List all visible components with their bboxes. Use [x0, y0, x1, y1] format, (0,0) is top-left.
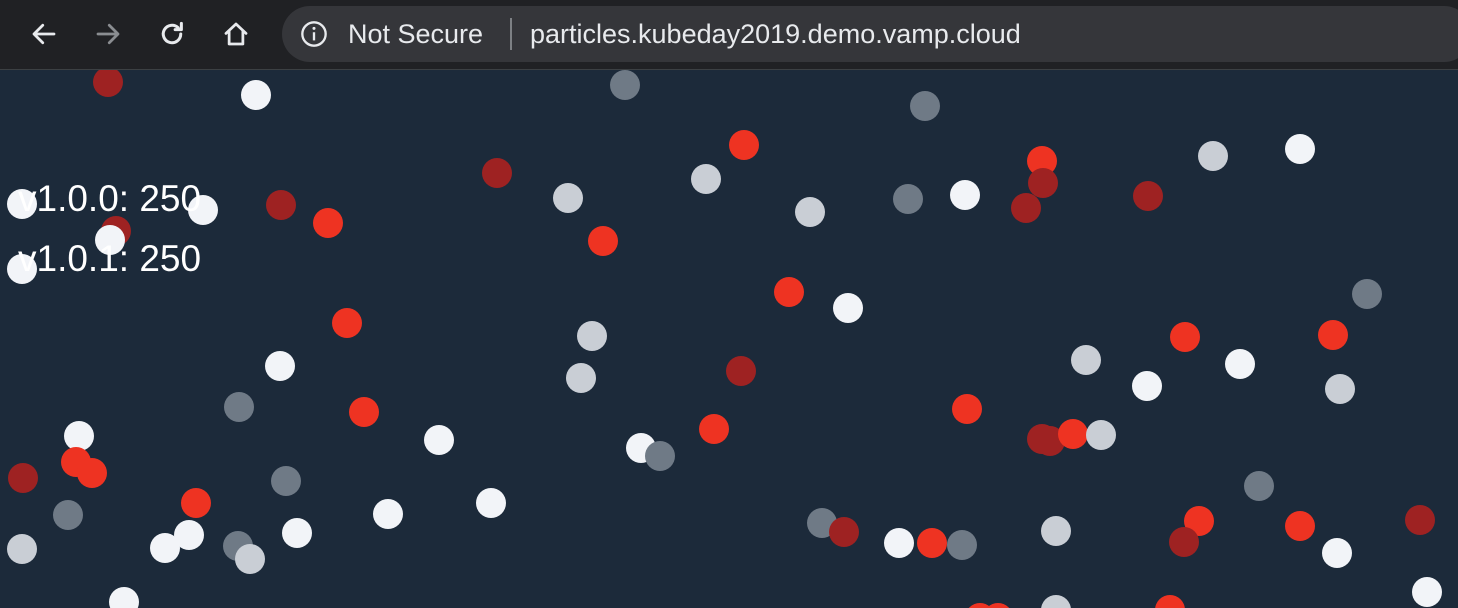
particle — [282, 518, 312, 548]
particle — [1325, 374, 1355, 404]
particle — [950, 180, 980, 210]
particle — [795, 197, 825, 227]
particle — [1285, 511, 1315, 541]
particle — [1198, 141, 1228, 171]
particle — [1405, 505, 1435, 535]
reload-icon — [161, 21, 183, 45]
particle — [1352, 279, 1382, 309]
particle — [588, 226, 618, 256]
reload-button[interactable] — [152, 14, 192, 54]
back-arrow-icon — [32, 23, 56, 45]
particle — [1322, 538, 1352, 568]
version-count-v1-0-1: v1.0.1: 250 — [18, 238, 202, 279]
particle — [952, 394, 982, 424]
particle — [77, 458, 107, 488]
particle — [109, 587, 139, 608]
particle — [566, 363, 596, 393]
particle — [482, 158, 512, 188]
particle — [1155, 595, 1185, 608]
particle — [1170, 322, 1200, 352]
particle — [1027, 146, 1057, 176]
particle — [986, 603, 1010, 608]
particle — [1058, 419, 1088, 449]
particle — [774, 277, 804, 307]
particle — [53, 500, 83, 530]
particle — [1041, 516, 1071, 546]
particle — [188, 195, 218, 225]
particle — [577, 321, 607, 351]
particle — [373, 499, 403, 529]
particle — [691, 164, 721, 194]
particle — [947, 530, 977, 560]
particle — [726, 356, 756, 386]
particle — [1285, 134, 1315, 164]
particle — [174, 520, 204, 550]
omnibox-divider — [510, 18, 512, 50]
particle — [313, 208, 343, 238]
particle — [64, 421, 94, 451]
particle — [893, 184, 923, 214]
particle — [1035, 426, 1065, 456]
version-count-v1-0-0: v1.0.0: 250 — [18, 178, 202, 219]
particle — [7, 254, 37, 284]
particle — [1071, 345, 1101, 375]
particle — [917, 528, 947, 558]
particle — [266, 190, 296, 220]
particle — [476, 488, 506, 518]
particle — [1041, 595, 1071, 608]
browser-toolbar: Not Secure particles.kubeday2019.demo.va… — [0, 0, 1458, 70]
forward-arrow-icon — [96, 23, 120, 45]
particle — [729, 130, 759, 160]
particle — [1169, 527, 1199, 557]
particle — [645, 441, 675, 471]
particle — [235, 544, 265, 574]
particle — [1086, 420, 1116, 450]
particle — [7, 534, 37, 564]
particle — [1184, 506, 1214, 536]
particle — [7, 189, 37, 219]
particle — [424, 425, 454, 455]
particle — [181, 488, 211, 518]
particle — [271, 466, 301, 496]
home-button[interactable] — [216, 14, 256, 54]
particle — [1244, 471, 1274, 501]
particle — [1132, 371, 1162, 401]
back-button[interactable] — [24, 14, 64, 54]
particle — [699, 414, 729, 444]
particle — [332, 308, 362, 338]
home-icon — [224, 22, 248, 46]
particle — [1028, 168, 1058, 198]
particle — [829, 517, 859, 547]
particle — [910, 91, 940, 121]
particle — [833, 293, 863, 323]
particle — [93, 70, 123, 97]
particle — [610, 70, 640, 100]
address-bar[interactable]: Not Secure particles.kubeday2019.demo.va… — [282, 6, 1458, 62]
particle — [1318, 320, 1348, 350]
security-status-label[interactable]: Not Secure — [348, 19, 484, 49]
particle — [349, 397, 379, 427]
particle — [553, 183, 583, 213]
particle — [95, 225, 125, 255]
info-icon[interactable] — [300, 20, 328, 48]
forward-button[interactable] — [88, 14, 128, 54]
particle — [968, 603, 992, 608]
particle — [1133, 181, 1163, 211]
particles-canvas: v1.0.0: 250 v1.0.1: 250 — [0, 70, 1458, 608]
particle — [224, 392, 254, 422]
particle — [1011, 193, 1041, 223]
particle — [8, 463, 38, 493]
particle — [1225, 349, 1255, 379]
particle — [1412, 577, 1442, 607]
url-text[interactable]: particles.kubeday2019.demo.vamp.cloud — [530, 19, 1021, 49]
particle — [150, 533, 180, 563]
particle — [884, 528, 914, 558]
particle-field — [7, 70, 1442, 608]
particle — [265, 351, 295, 381]
particle — [241, 80, 271, 110]
